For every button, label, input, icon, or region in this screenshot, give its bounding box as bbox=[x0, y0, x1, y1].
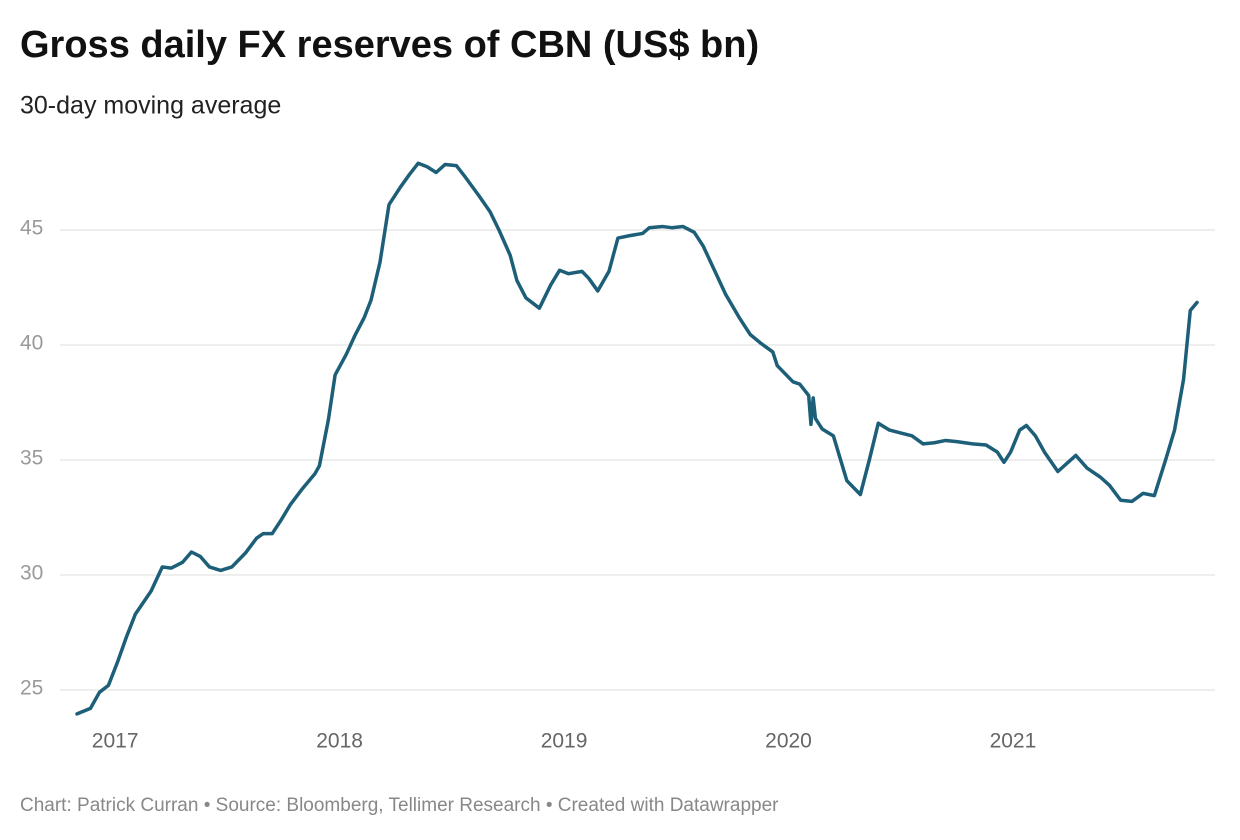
chart-title: Gross daily FX reserves of CBN (US$ bn) bbox=[20, 24, 759, 66]
x-tick-label: 2017 bbox=[92, 730, 139, 753]
chart-subtitle: 30-day moving average bbox=[20, 92, 281, 120]
y-tick-label: 40 bbox=[20, 332, 43, 355]
data-line bbox=[75, 161, 1199, 716]
x-tick-label: 2020 bbox=[765, 730, 812, 753]
x-tick-label: 2019 bbox=[541, 730, 588, 753]
y-tick-label: 30 bbox=[20, 562, 43, 585]
x-tick-label: 2018 bbox=[316, 730, 363, 753]
y-tick-label: 25 bbox=[20, 677, 43, 700]
x-tick-label: 2021 bbox=[990, 730, 1037, 753]
y-tick-label: 35 bbox=[20, 447, 43, 470]
chart-source: Chart: Patrick Curran • Source: Bloomber… bbox=[20, 795, 779, 816]
y-tick-label: 45 bbox=[20, 217, 43, 240]
